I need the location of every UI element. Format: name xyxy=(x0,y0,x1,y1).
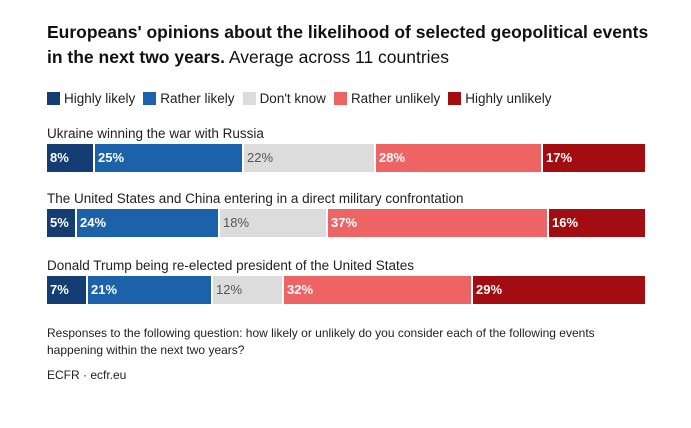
bar-segment xyxy=(284,276,473,304)
question-note: Responses to the following question: how… xyxy=(47,326,595,357)
data-label: 24% xyxy=(80,215,107,230)
legend-swatch xyxy=(448,92,462,105)
data-label: 7% xyxy=(50,282,69,297)
bar-segment xyxy=(47,209,77,237)
stacked-bar: 8% 25% 22% 28% 17% xyxy=(47,144,645,172)
stacked-bar: 7% 21% 12% 32% 29% xyxy=(47,276,645,304)
legend-item: Highly unlikely xyxy=(448,91,552,106)
chart-subtitle: Average across 11 countries xyxy=(228,47,450,67)
category-label: The United States and China entering in … xyxy=(47,191,464,206)
data-label: 29% xyxy=(476,282,503,297)
bar-row: Ukraine winning the war with Russia 8% 25%… xyxy=(47,124,645,172)
data-label: 32% xyxy=(287,282,314,297)
legend-swatch xyxy=(333,92,347,105)
data-label: 25% xyxy=(98,150,125,165)
legend-item: Don't know xyxy=(242,91,326,106)
bar-segment xyxy=(47,144,95,172)
category-label: Donald Trump being re-elected president … xyxy=(47,258,414,273)
stacked-bar: 5% 24% 18% 37% 16% xyxy=(47,209,645,237)
legend-item: Rather likely xyxy=(143,91,235,106)
legend-swatch xyxy=(47,92,60,105)
legend-swatch xyxy=(242,92,256,105)
source-credit: ECFR · ecfr.eu xyxy=(47,368,127,382)
data-label: 18% xyxy=(223,215,250,230)
bar-segment xyxy=(244,144,376,172)
legend-item: Highly likely xyxy=(47,91,135,106)
data-label: 28% xyxy=(379,150,406,165)
bar-segment xyxy=(213,276,284,304)
bar-segment xyxy=(376,144,543,172)
bar-segment xyxy=(77,209,220,237)
data-label: 12% xyxy=(216,282,243,297)
bar-segment xyxy=(220,209,328,237)
bar-segment xyxy=(328,209,549,237)
legend-label: Rather likely xyxy=(160,91,235,106)
legend-label: Don't know xyxy=(259,91,326,106)
data-label: 8% xyxy=(50,150,69,165)
data-label: 21% xyxy=(91,282,118,297)
bar-segment xyxy=(473,276,645,304)
legend-swatch xyxy=(143,92,157,105)
legend: Highly likely Rather likely Don't know Rath… xyxy=(47,91,560,106)
legend-label: Rather unlikely xyxy=(350,91,441,106)
chart-title-main: Europeans' opinions about the likelihood… xyxy=(47,22,649,67)
data-label: 5% xyxy=(50,215,69,230)
bar-segment xyxy=(47,276,88,304)
data-label: 16% xyxy=(552,215,579,230)
bar-row: Donald Trump being re-elected president … xyxy=(47,256,645,304)
legend-label: Highly unlikely xyxy=(465,91,552,106)
data-label: 37% xyxy=(331,215,358,230)
bar-segment xyxy=(88,276,213,304)
bar-row: The United States and China entering in … xyxy=(47,189,645,237)
data-label: 22% xyxy=(247,150,274,165)
bar-segment xyxy=(543,144,645,172)
bar-segment xyxy=(95,144,244,172)
category-label: Ukraine winning the war with Russia xyxy=(47,126,264,141)
legend-label: Highly likely xyxy=(64,91,136,106)
data-label: 17% xyxy=(546,150,573,165)
legend-item: Rather unlikely xyxy=(333,91,441,106)
bar-segment xyxy=(549,209,645,237)
chart-title: Europeans' opinions about the likelihood… xyxy=(47,20,657,70)
